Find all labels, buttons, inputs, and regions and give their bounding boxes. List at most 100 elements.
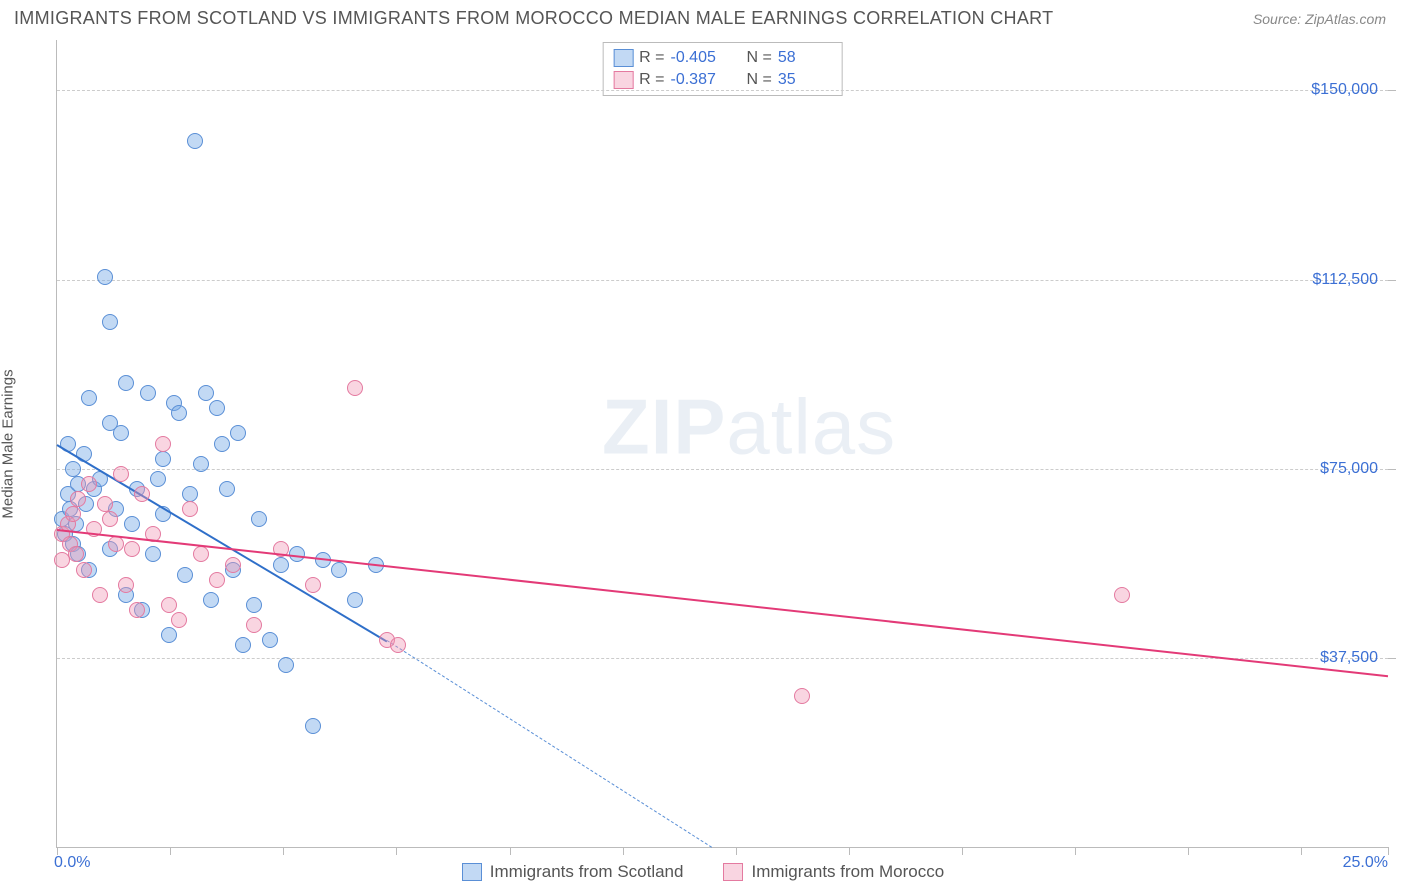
data-point-scotland <box>193 456 209 472</box>
legend-swatch <box>462 863 482 881</box>
data-point-scotland <box>150 471 166 487</box>
y-tick-label: $37,500 <box>1320 649 1378 667</box>
data-point-scotland <box>251 511 267 527</box>
data-point-morocco <box>246 617 262 633</box>
data-point-morocco <box>171 612 187 628</box>
legend-label: Immigrants from Morocco <box>751 862 944 882</box>
legend-swatch <box>613 71 633 89</box>
gridline <box>57 469 1388 470</box>
trend-line-extrapolated <box>387 640 712 848</box>
data-point-scotland <box>219 481 235 497</box>
data-point-scotland <box>171 405 187 421</box>
data-point-scotland <box>235 637 251 653</box>
data-point-morocco <box>68 546 84 562</box>
data-point-scotland <box>118 375 134 391</box>
n-value: 58 <box>778 47 832 69</box>
data-point-morocco <box>209 572 225 588</box>
legend-swatch <box>723 863 743 881</box>
data-point-morocco <box>305 577 321 593</box>
data-point-morocco <box>113 466 129 482</box>
data-point-scotland <box>203 592 219 608</box>
r-value: -0.387 <box>671 69 725 91</box>
r-value: -0.405 <box>671 47 725 69</box>
x-tick <box>849 847 850 855</box>
x-tick <box>1301 847 1302 855</box>
data-point-scotland <box>177 567 193 583</box>
source-attribution: Source: ZipAtlas.com <box>1253 11 1386 27</box>
x-tick <box>510 847 511 855</box>
data-point-scotland <box>246 597 262 613</box>
data-point-morocco <box>70 491 86 507</box>
data-point-morocco <box>155 436 171 452</box>
data-point-scotland <box>102 415 118 431</box>
x-axis-max-label: 25.0% <box>1343 854 1388 872</box>
series-legend: Immigrants from Scotland Immigrants from … <box>0 862 1406 882</box>
n-value: 35 <box>778 69 832 91</box>
data-point-scotland <box>273 557 289 573</box>
data-point-scotland <box>140 385 156 401</box>
data-point-scotland <box>145 546 161 562</box>
x-tick <box>1188 847 1189 855</box>
legend-label: Immigrants from Scotland <box>490 862 684 882</box>
data-point-scotland <box>230 425 246 441</box>
y-tick <box>1388 658 1396 659</box>
data-point-scotland <box>124 516 140 532</box>
data-point-scotland <box>97 269 113 285</box>
gridline <box>57 658 1388 659</box>
data-point-scotland <box>347 592 363 608</box>
correlation-legend: R = -0.405 N = 58 R = -0.387 N = 35 <box>602 42 843 96</box>
data-point-scotland <box>305 718 321 734</box>
x-tick <box>623 847 624 855</box>
data-point-morocco <box>81 476 97 492</box>
correlation-row-morocco: R = -0.387 N = 35 <box>613 69 832 91</box>
y-tick-label: $112,500 <box>1312 271 1378 289</box>
data-point-scotland <box>331 562 347 578</box>
data-point-morocco <box>347 380 363 396</box>
data-point-scotland <box>65 461 81 477</box>
data-point-scotland <box>198 385 214 401</box>
r-label: R = <box>639 47 664 69</box>
data-point-morocco <box>108 536 124 552</box>
r-label: R = <box>639 69 664 91</box>
data-point-morocco <box>124 541 140 557</box>
x-tick <box>1075 847 1076 855</box>
data-point-morocco <box>794 688 810 704</box>
y-tick <box>1388 280 1396 281</box>
x-tick <box>170 847 171 855</box>
legend-swatch <box>613 49 633 67</box>
data-point-scotland <box>214 436 230 452</box>
chart-title: IMMIGRANTS FROM SCOTLAND VS IMMIGRANTS F… <box>14 8 1053 29</box>
data-point-morocco <box>134 486 150 502</box>
y-tick <box>1388 469 1396 470</box>
plot-area: ZIPatlas R = -0.405 N = 58 R = -0.387 N = 35 $3… <box>56 40 1388 848</box>
data-point-scotland <box>161 627 177 643</box>
x-tick <box>283 847 284 855</box>
legend-item-scotland: Immigrants from Scotland <box>462 862 684 882</box>
data-point-scotland <box>81 390 97 406</box>
data-point-morocco <box>102 511 118 527</box>
watermark: ZIPatlas <box>602 382 896 473</box>
data-point-morocco <box>161 597 177 613</box>
data-point-morocco <box>129 602 145 618</box>
data-point-scotland <box>187 133 203 149</box>
y-axis-label: Median Male Earnings <box>0 369 17 518</box>
y-tick-label: $150,000 <box>1311 81 1378 99</box>
data-point-scotland <box>262 632 278 648</box>
data-point-morocco <box>182 501 198 517</box>
x-tick <box>1388 847 1389 855</box>
gridline <box>57 280 1388 281</box>
data-point-scotland <box>278 657 294 673</box>
n-label: N = <box>747 47 772 69</box>
x-tick <box>736 847 737 855</box>
data-point-morocco <box>97 496 113 512</box>
data-point-scotland <box>155 451 171 467</box>
data-point-scotland <box>209 400 225 416</box>
data-point-morocco <box>225 557 241 573</box>
correlation-row-scotland: R = -0.405 N = 58 <box>613 47 832 69</box>
data-point-morocco <box>1114 587 1130 603</box>
data-point-scotland <box>102 314 118 330</box>
gridline <box>57 90 1388 91</box>
data-point-morocco <box>92 587 108 603</box>
data-point-morocco <box>65 506 81 522</box>
n-label: N = <box>747 69 772 91</box>
